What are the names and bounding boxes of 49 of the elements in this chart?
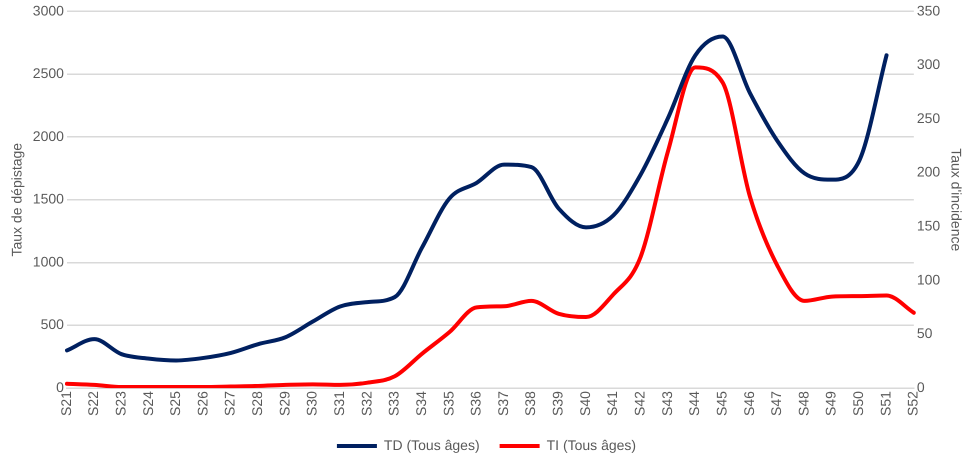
x-tick-label: S44 (686, 390, 702, 416)
y2-axis-title: Taux d'incidence (948, 148, 965, 252)
x-tick-label: S33 (386, 390, 402, 416)
x-tick-label: S43 (658, 390, 675, 416)
x-tick-label: S51 (877, 390, 894, 416)
x-tick-label: S48 (795, 390, 812, 416)
y-tick-label: 1000 (32, 253, 64, 270)
y2-tick-label: 50 (916, 325, 933, 342)
y-tick-label: 2500 (32, 65, 64, 82)
x-tick-label: S27 (222, 390, 238, 416)
y-axis-title: Taux de dépistage (8, 142, 24, 257)
x-tick-label: S41 (604, 390, 620, 416)
x-tick-label: S47 (768, 390, 784, 416)
x-tick-label: S24 (140, 390, 156, 416)
line-series (64, 34, 889, 362)
legend-label: TI (Tous âges) (546, 436, 636, 453)
x-tick-label: S38 (522, 390, 538, 416)
y2-tick-label: 300 (916, 56, 940, 72)
y-tick-label: 500 (40, 316, 64, 332)
x-tick-label: S30 (304, 390, 320, 416)
y2-tick-label: 350 (916, 2, 940, 18)
y-tick-label: 1500 (32, 190, 64, 207)
x-tick-label: S50 (850, 390, 866, 416)
x-tick-label: S34 (412, 390, 429, 416)
x-tick-label: S25 (167, 390, 184, 416)
x-tick-label: S36 (468, 390, 484, 416)
line-series (64, 65, 916, 388)
x-tick-label: S28 (249, 390, 266, 416)
y2-tick-label: 200 (916, 164, 940, 180)
x-tick-label: S31 (330, 390, 347, 416)
x-tick-label: S37 (494, 390, 511, 416)
x-tick-label: S23 (112, 390, 128, 416)
x-tick-label: S45 (713, 390, 730, 416)
x-tick-label: S35 (440, 390, 456, 416)
x-tick-label: S32 (358, 390, 374, 416)
y-tick-label: 3000 (32, 2, 64, 18)
x-tick-label: S46 (740, 390, 757, 416)
x-tick-label: S26 (194, 390, 210, 416)
x-tick-label: S40 (576, 390, 593, 416)
x-tick-label: S42 (632, 390, 648, 416)
y2-tick-label: 100 (916, 271, 940, 288)
y2-tick-label: 250 (916, 110, 940, 126)
y2-tick-label: 150 (916, 218, 940, 234)
x-tick-label: S49 (822, 390, 839, 416)
x-tick-label: S22 (85, 390, 102, 416)
x-tick-label: S39 (550, 390, 566, 416)
legend-label: TD (Tous âges) (384, 436, 480, 453)
y-tick-label: 2000 (32, 128, 64, 144)
x-tick-label: S29 (276, 390, 292, 416)
